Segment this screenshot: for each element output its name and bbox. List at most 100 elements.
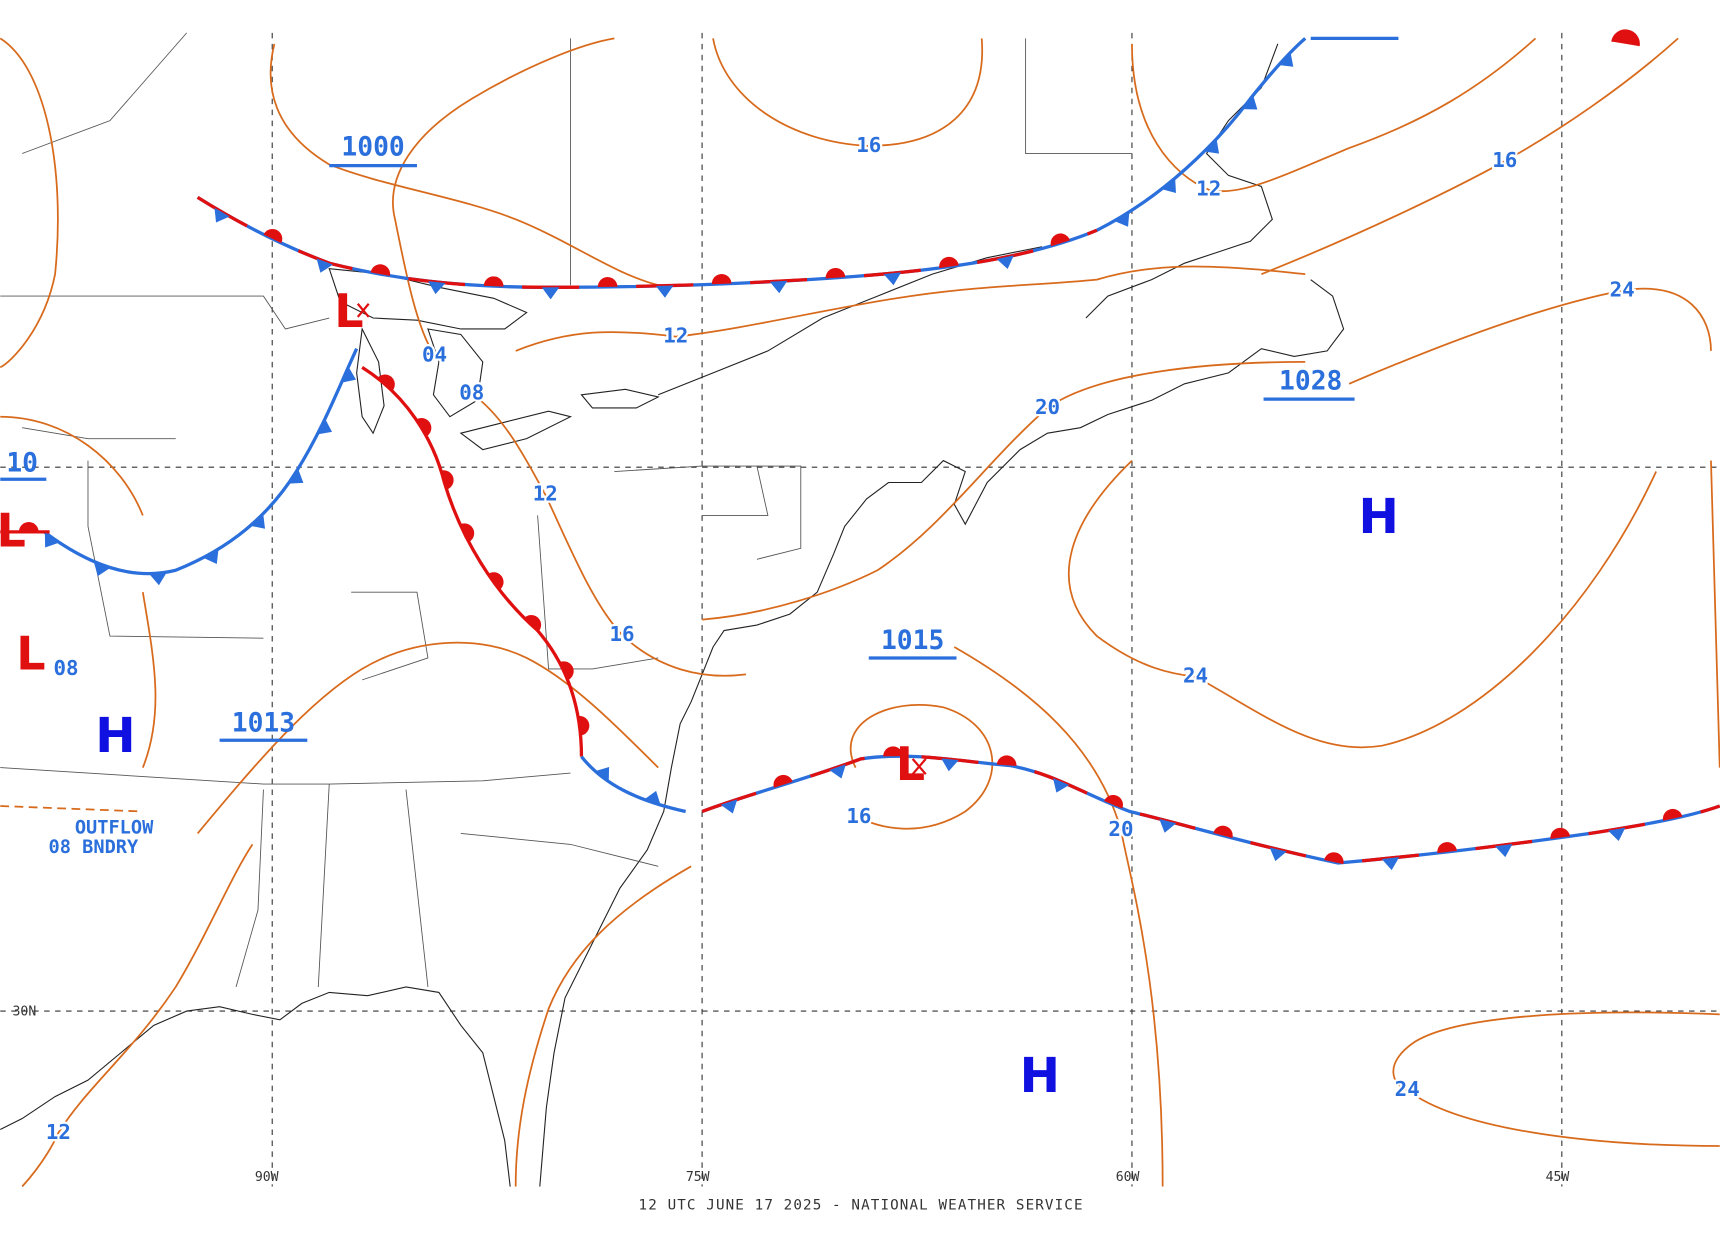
border <box>317 784 330 987</box>
warm-front-mark <box>883 746 903 757</box>
great-lake <box>459 410 573 451</box>
longitude-label: 75W <box>686 1170 710 1185</box>
cold-front-mark <box>341 366 356 383</box>
high-center: H <box>1358 489 1398 545</box>
warm-front-mark <box>460 523 475 543</box>
cold-front-mark <box>643 790 661 806</box>
fronts <box>0 29 1720 871</box>
isobar <box>0 415 157 768</box>
warm-front-mark <box>1213 825 1233 839</box>
isobar <box>849 704 994 830</box>
cold-front-mark <box>769 280 788 294</box>
warm-front-mark <box>1550 827 1571 839</box>
isobar-label: 04 <box>422 342 447 366</box>
low-mark <box>356 303 370 318</box>
cold-front <box>43 348 359 576</box>
isobar-label: 24 <box>1183 664 1208 688</box>
isobar-label: 16 <box>1492 148 1517 172</box>
isobar <box>1067 459 1657 749</box>
cold-front-mark <box>941 758 959 772</box>
great-lake <box>356 327 385 435</box>
border <box>351 591 429 681</box>
cold-front-mark <box>1114 211 1130 227</box>
warm-front-mark <box>370 264 391 276</box>
warm-front-mark <box>1437 842 1457 854</box>
longitude-label: 90W <box>255 1170 279 1185</box>
warm-front-mark <box>1050 233 1070 247</box>
cold-front-mark <box>541 287 560 300</box>
isobar-label: 08 <box>459 381 484 405</box>
great-lake <box>580 388 660 409</box>
pressure-centers: L L L L H H H <box>0 284 1399 1104</box>
isobar-label: 24 <box>1610 278 1635 302</box>
warm-front-mark <box>487 572 504 591</box>
cold-front <box>580 755 686 814</box>
cold-front-mark <box>829 764 846 779</box>
warm-front-mark <box>416 418 432 437</box>
warm-front-mark <box>524 614 542 632</box>
cold-front-mark <box>316 258 333 273</box>
isobar-label: 16 <box>846 804 871 828</box>
isobar-label: 20 <box>1108 817 1133 841</box>
isobar <box>392 37 615 356</box>
cold-front-mark <box>1278 52 1294 67</box>
low-center: L <box>16 626 45 680</box>
high-center: H <box>95 708 135 764</box>
central-pressures: 1000 1028 1015 1013 10 08 <box>0 133 1355 742</box>
isobar <box>269 43 659 286</box>
boundary-label: 08 BNDRY <box>49 837 139 858</box>
cold-front-mark <box>1495 843 1513 858</box>
isobar <box>514 865 692 1187</box>
border <box>460 832 659 867</box>
isobar <box>21 843 254 1188</box>
isobar-label: 24 <box>1395 1077 1420 1101</box>
coastline <box>0 986 511 1187</box>
isobar-labels: 16 16 12 12 04 08 20 12 16 24 24 16 20 2… <box>44 131 1637 1146</box>
isobar <box>712 38 984 147</box>
isobar <box>0 805 143 813</box>
cold-front-mark <box>317 418 333 435</box>
isobar <box>702 361 1306 621</box>
warm-front-mark <box>578 715 590 736</box>
low-center: L <box>0 504 26 558</box>
warm-front-mark <box>773 774 793 788</box>
warm-front-mark <box>1662 808 1683 821</box>
warm-front-mark <box>825 267 846 279</box>
border <box>1025 38 1132 154</box>
cold-front-mark <box>250 513 266 529</box>
central-pressure: 1028 <box>1279 366 1342 396</box>
borders <box>0 32 1132 988</box>
cold-front-mark <box>1242 95 1258 110</box>
border <box>0 295 330 330</box>
cold-front-mark <box>288 468 304 484</box>
warm-front-mark <box>559 661 574 681</box>
central-pressure: 1013 <box>232 708 295 738</box>
warm-front-mark <box>1324 852 1344 865</box>
cold-front-mark <box>1159 818 1177 833</box>
cold-front-mark <box>1269 847 1287 862</box>
warm-front-mark <box>1104 795 1123 809</box>
front-segment <box>701 754 1720 865</box>
footer: 12 UTC JUNE 17 2025 - NATIONAL WEATHER S… <box>639 1198 1084 1214</box>
isobar <box>471 392 747 677</box>
isobar-label: 20 <box>1035 395 1060 419</box>
warm-front <box>361 365 584 757</box>
cold-front-mark <box>214 207 230 223</box>
isobar-label: 16 <box>856 133 881 157</box>
cold-front-mark <box>203 549 219 564</box>
warm-front-mark <box>263 228 283 244</box>
isobar-label: 16 <box>609 622 634 646</box>
isobar <box>515 265 1306 352</box>
border <box>22 427 176 440</box>
isobar <box>1131 37 1537 193</box>
isobar-label: 12 <box>46 1120 71 1144</box>
warm-front-mark <box>597 277 618 288</box>
cold-front-mark <box>883 272 902 286</box>
warm-front-mark <box>377 374 395 391</box>
central-pressure: 1000 <box>341 133 404 163</box>
central-pressure: 08 <box>54 656 79 680</box>
central-pressure: 1015 <box>881 626 944 656</box>
isobar <box>953 646 1164 1187</box>
cold-front-mark <box>1608 827 1626 842</box>
